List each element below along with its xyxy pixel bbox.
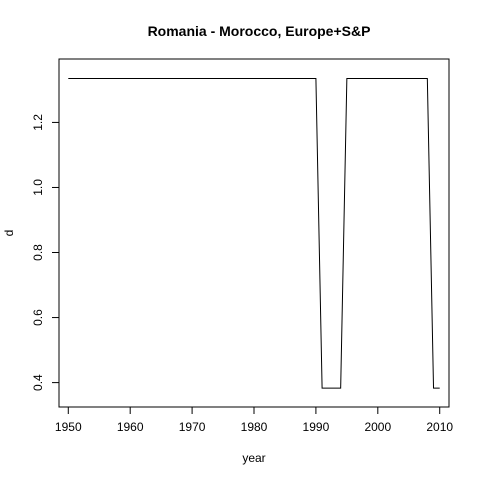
x-axis-label: year: [242, 451, 265, 465]
x-tick-label: 1970: [179, 420, 206, 434]
plot-frame: [58, 58, 450, 408]
y-tick-label: 1.0: [31, 179, 45, 196]
x-tick-label: 1950: [55, 420, 82, 434]
y-tick-label: 0.6: [31, 309, 45, 326]
y-tick-label: 1.2: [31, 114, 45, 131]
x-tick-label: 1960: [117, 420, 144, 434]
series-layer: [68, 78, 440, 389]
x-tick-label: 1990: [303, 420, 330, 434]
x-axis: 1950 1960 1970 1980 1990 2000 2010: [55, 406, 453, 434]
x-tick-label: 2010: [426, 420, 453, 434]
y-axis: 0.4 0.6 0.8 1.0 1.2: [31, 114, 60, 391]
x-tick-label: 1980: [241, 420, 268, 434]
y-tick-label: 0.8: [31, 244, 45, 261]
x-tick-label: 2000: [364, 420, 391, 434]
y-tick-label: 0.4: [31, 374, 45, 391]
chart-title: Romania - Morocco, Europe+S&P: [148, 23, 371, 39]
y-axis-label: d: [2, 230, 16, 237]
series-line: [68, 78, 440, 389]
